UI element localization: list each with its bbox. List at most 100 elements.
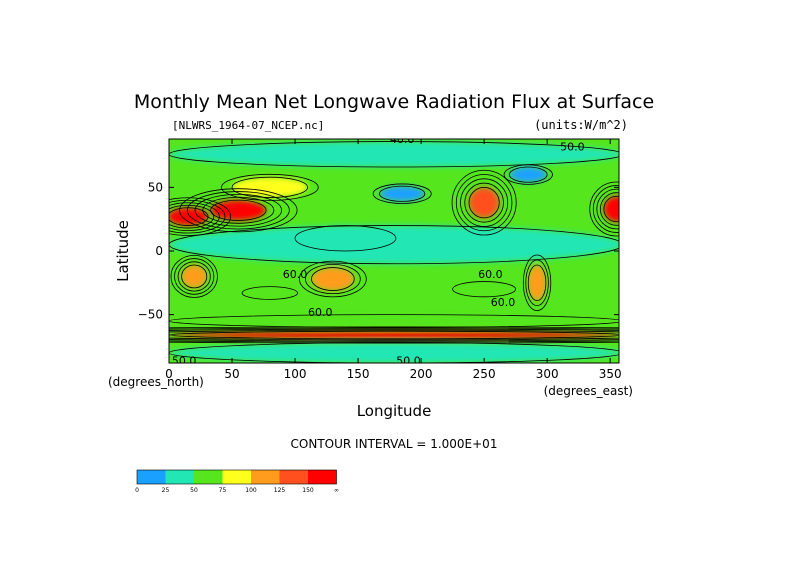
colorbar-swatch-1 xyxy=(165,470,194,484)
region-north-pacific-low xyxy=(379,186,425,202)
contour-middle-east-5 xyxy=(179,188,298,233)
contour-south-africa-1 xyxy=(181,264,208,289)
colorbar-swatch-5 xyxy=(279,470,308,484)
x-tick-label-300: 300 xyxy=(536,367,559,381)
region-west-pacific-warm xyxy=(295,225,396,251)
units-label: (units:W/m^2) xyxy=(534,118,628,132)
region-south-america xyxy=(528,265,546,301)
contour-label-6: 50.0 xyxy=(172,354,197,367)
contour-mexico-desert-3 xyxy=(596,188,619,230)
contour-label-4: 60.0 xyxy=(308,306,333,319)
contour-middle-east-4 xyxy=(186,191,290,230)
x-tick-label-0: 0 xyxy=(165,367,173,381)
contour-label-1: 60.0 xyxy=(283,268,308,281)
contour-north-atlantic-low-2 xyxy=(503,164,553,185)
contour-mexico-desert-1 xyxy=(603,195,619,223)
contour-southern-ocean-high-4 xyxy=(169,327,619,343)
colorbar-swatch-3 xyxy=(222,470,251,484)
contour-middle-east-3 xyxy=(194,193,282,227)
region-antarctica xyxy=(169,342,619,363)
contour-south-america-2 xyxy=(525,259,549,307)
contour-southern-ocean-high-1 xyxy=(169,330,619,340)
y-unit-label: (degrees_north) xyxy=(108,375,204,389)
contour-southern-ocean-1 xyxy=(169,314,619,328)
region-southern-ocean xyxy=(169,314,619,328)
contour-interval-text: CONTOUR INTERVAL = 1.000E+01 xyxy=(291,437,498,451)
colorbar: 0 25 50 75 100 125 150 ∞ xyxy=(135,469,339,494)
contour-label-0: 40.0 xyxy=(390,133,415,146)
contour-south-america-3 xyxy=(522,254,552,312)
x-tick-label-50: 50 xyxy=(224,367,239,381)
region-southern-ocean-high xyxy=(169,331,619,339)
contour-south-africa-4 xyxy=(170,254,218,298)
dataset-label: [NLWRS_1964-07_NCEP.nc] xyxy=(172,119,324,132)
x-tick-label-100: 100 xyxy=(284,367,307,381)
contour-arctic-band-1 xyxy=(169,141,619,168)
region-mexico-desert xyxy=(603,196,619,222)
region-south-indian-ocean xyxy=(242,286,298,300)
x-axis-ticks: 0 50 100 150 200 250 300 350 xyxy=(165,139,622,381)
colorbar-swatch-2 xyxy=(194,470,223,484)
contour-south-pacific-east-1 xyxy=(452,281,517,298)
y-tick-label-50: 50 xyxy=(148,180,163,194)
contour-north-pacific-low-1 xyxy=(379,185,426,202)
colorbar-swatch-6 xyxy=(308,470,337,484)
region-arctic-band xyxy=(169,141,619,167)
y-axis-label: Latitude xyxy=(114,220,132,282)
contour-label-2: 60.0 xyxy=(478,268,503,281)
region-tropical-ocean xyxy=(169,225,619,264)
x-unit-label: (degrees_east) xyxy=(544,384,633,398)
x-axis-label: Longitude xyxy=(357,402,432,420)
contour-australia-1 xyxy=(311,267,355,291)
region-south-pacific-east xyxy=(452,281,516,297)
contour-north-africa-west-5 xyxy=(169,197,232,236)
contour-labels-layer: 40.0 60.0 60.0 60.0 60.0 50.0 50.0 50.0 xyxy=(172,133,585,367)
regions-layer xyxy=(169,141,619,363)
contour-middle-east-1 xyxy=(210,199,267,221)
contour-south-indian-ocean-1 xyxy=(241,286,298,300)
colorbar-tick-label-1: 25 xyxy=(162,487,170,494)
chart-title: Monthly Mean Net Longwave Radiation Flux… xyxy=(134,91,654,113)
contour-north-pacific-low-2 xyxy=(372,183,432,204)
x-tick-label-200: 200 xyxy=(410,367,433,381)
contour-central-asia-2 xyxy=(221,173,319,201)
colorbar-tick-label-0: 0 xyxy=(135,487,139,494)
x-tick-label-250: 250 xyxy=(473,367,496,381)
colorbar-frame xyxy=(136,469,337,485)
contour-west-pacific-warm-1 xyxy=(294,225,397,252)
contour-label-3: 60.0 xyxy=(491,296,516,309)
colorbar-tick-label-2: 50 xyxy=(190,487,198,494)
region-middle-east xyxy=(210,200,267,221)
contour-mexico-desert-5 xyxy=(589,181,619,237)
colorbar-tick-label-4: 100 xyxy=(245,487,257,494)
contour-australia-2 xyxy=(305,263,361,295)
plot-area: 40.0 60.0 60.0 60.0 60.0 50.0 50.0 50.0 xyxy=(169,133,619,367)
contour-tropical-ocean-1 xyxy=(169,225,619,265)
contour-north-atlantic-low-1 xyxy=(508,166,548,183)
contour-north-africa-west-4 xyxy=(169,199,226,234)
contour-north-america-west-3 xyxy=(460,178,509,227)
contour-mexico-desert-2 xyxy=(599,192,619,226)
x-tick-label-350: 350 xyxy=(599,367,622,381)
colorbar-swatch-4 xyxy=(251,470,280,484)
contour-north-africa-west-2 xyxy=(169,204,215,229)
contour-north-america-west-2 xyxy=(464,182,504,223)
contour-label-5: 50.0 xyxy=(560,141,585,154)
region-north-africa-west xyxy=(169,207,209,226)
colorbar-tick-label-7: ∞ xyxy=(334,487,339,494)
colorbar-tick-label-6: 150 xyxy=(302,487,314,494)
y-tick-label--50: −50 xyxy=(138,308,163,322)
colorbar-tick-label-3: 75 xyxy=(219,487,227,494)
contour-southern-ocean-high-5 xyxy=(169,326,619,344)
x-tick-label-150: 150 xyxy=(347,367,370,381)
contour-north-america-west-1 xyxy=(468,186,500,219)
region-north-atlantic-low xyxy=(509,167,548,183)
y-axis-ticks: 50 0 −50 xyxy=(138,180,619,322)
contour-southern-ocean-high-3 xyxy=(169,328,619,342)
colorbar-swatch-0 xyxy=(137,470,166,484)
contour-north-america-west-5 xyxy=(451,169,517,236)
contour-south-africa-3 xyxy=(174,258,215,295)
region-australia xyxy=(311,267,355,291)
y-tick-label-0: 0 xyxy=(155,244,163,258)
contour-south-america-1 xyxy=(527,264,547,302)
